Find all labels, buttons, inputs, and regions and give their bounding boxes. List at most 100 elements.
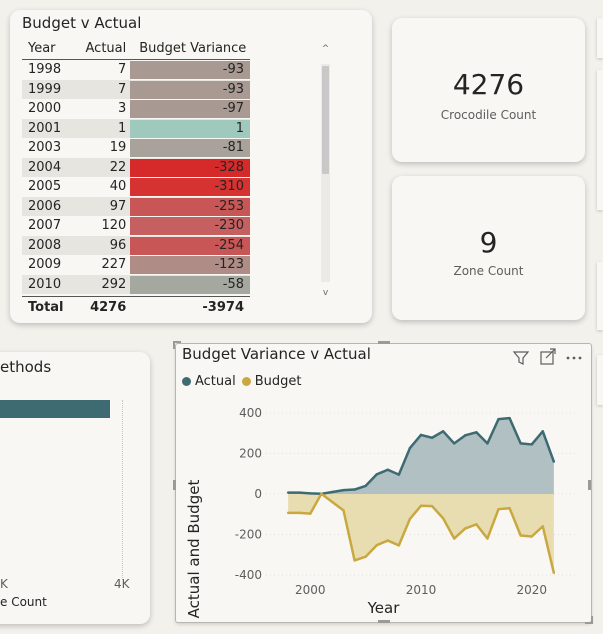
table-row[interactable]: 2006 97 -253 [22,196,250,216]
data-point-actual[interactable] [475,431,478,434]
data-point-actual[interactable] [386,468,389,471]
data-point-budget[interactable] [497,507,500,511]
data-point-actual[interactable] [375,473,378,476]
data-point-actual[interactable] [286,491,290,494]
data-point-budget[interactable] [320,492,323,496]
methods-x-tick-left: K [0,577,8,591]
table-row[interactable]: 2004 22 -328 [22,157,250,177]
data-point-actual[interactable] [298,491,301,494]
cell-year: 2008 [28,237,62,253]
data-point-actual[interactable] [453,442,456,445]
data-point-budget[interactable] [353,559,356,562]
data-point-actual[interactable] [364,484,367,488]
legend-item-budget[interactable]: Budget [241,374,302,389]
resize-handle-bottom[interactable] [378,620,390,623]
table-row[interactable]: 2003 19 -81 [22,138,250,158]
table-row[interactable]: 1999 7 -93 [22,79,250,99]
cell-year: 2007 [28,218,62,234]
y-tick-label: -200 [235,527,262,541]
resize-handle-top-left[interactable] [173,341,181,349]
column-header-actual[interactable]: Actual [85,40,127,56]
table-row[interactable]: 2010 292 -58 [22,274,250,294]
data-point-budget[interactable] [342,509,345,512]
data-point-actual[interactable] [486,442,489,445]
data-point-budget[interactable] [508,506,511,510]
cell-year: 2000 [28,101,62,117]
resize-handle-bottom-right[interactable] [585,616,593,624]
table-row[interactable]: 1998 7 -93 [22,60,250,80]
filter-icon[interactable] [512,351,530,365]
zone-count-card: 9 Zone Count [392,176,585,320]
data-point-budget[interactable] [441,517,445,520]
data-point-budget[interactable] [286,511,290,515]
data-point-actual[interactable] [552,460,556,463]
data-point-budget[interactable] [486,537,489,540]
legend-marker-actual [182,377,191,386]
data-point-actual[interactable] [342,488,345,492]
data-point-actual[interactable] [353,488,356,491]
data-point-budget[interactable] [309,512,312,515]
data-point-budget[interactable] [475,523,478,526]
table-body: 1998 7 -93 1999 7 -93 2000 3 -97 2001 1 1 2003 19 -81 2… [22,60,250,294]
legend-label-actual: Actual [195,374,236,389]
table-row[interactable]: 2005 40 -310 [22,177,250,197]
data-point-budget[interactable] [364,555,367,558]
data-point-budget[interactable] [419,504,423,507]
data-point-actual[interactable] [530,443,533,446]
data-point-budget[interactable] [541,525,544,528]
data-point-actual[interactable] [508,416,511,420]
cell-budget-variance: -230 [130,217,250,236]
cell-actual: 7 [118,62,127,78]
y-axis: 400 200 0 -200 -400 [235,406,576,582]
budget-variance-chart-card[interactable]: Budget Variance v Actual Actual Budget 4… [173,341,593,624]
data-point-budget[interactable] [530,535,533,538]
data-point-budget[interactable] [464,527,467,530]
focus-mode-icon[interactable] [540,348,556,365]
data-point-actual[interactable] [309,492,312,495]
data-point-actual[interactable] [430,436,434,439]
data-point-actual[interactable] [441,430,445,433]
data-point-budget[interactable] [519,534,522,537]
column-header-year[interactable]: Year [28,40,56,56]
table-row[interactable]: 2001 1 1 [22,118,250,138]
cell-actual: 97 [109,198,127,214]
cell-actual: 1 [118,120,127,136]
column-header-budget-variance[interactable]: Budget Variance [139,40,247,56]
resize-handle-top[interactable] [378,341,390,344]
data-point-budget[interactable] [430,504,434,508]
data-point-budget[interactable] [298,511,301,515]
data-point-budget[interactable] [397,544,401,547]
x-tick-label: 2010 [406,583,437,597]
data-point-actual[interactable] [331,490,334,494]
scrollbar-thumb[interactable] [322,66,329,174]
table-row[interactable]: 2008 96 -254 [22,235,250,255]
data-point-budget[interactable] [331,500,334,504]
data-point-actual[interactable] [541,430,544,433]
data-point-actual[interactable] [408,446,412,450]
data-point-budget[interactable] [552,571,556,575]
data-point-actual[interactable] [519,442,522,445]
methods-bar[interactable] [0,400,110,418]
resize-handle-right[interactable] [588,480,591,490]
cell-budget-variance: -123 [130,256,250,275]
data-point-budget[interactable] [386,539,389,542]
data-point-budget[interactable] [375,544,378,547]
legend-item-actual[interactable]: Actual [182,374,236,389]
data-point-budget[interactable] [453,537,456,540]
scroll-down-arrow-icon[interactable]: v [322,288,329,298]
data-point-budget[interactable] [408,517,412,521]
data-point-actual[interactable] [464,434,467,437]
clipped-card-top [597,18,603,58]
scroll-up-arrow-icon[interactable]: ^ [321,44,330,54]
more-options-icon[interactable] [566,356,582,360]
data-point-actual[interactable] [497,417,500,421]
table-scrollbar[interactable]: ^ v [321,44,330,299]
table-row[interactable]: 2007 120 -230 [22,216,250,236]
table-row[interactable]: 2009 227 -123 [22,255,250,275]
data-point-actual[interactable] [397,473,401,476]
cell-budget-variance: -58 [130,275,250,294]
resize-handle-left[interactable] [173,480,176,490]
table-total-row: Total 4276 -3974 [22,296,250,317]
data-point-actual[interactable] [419,433,423,437]
table-row[interactable]: 2000 3 -97 [22,99,250,119]
